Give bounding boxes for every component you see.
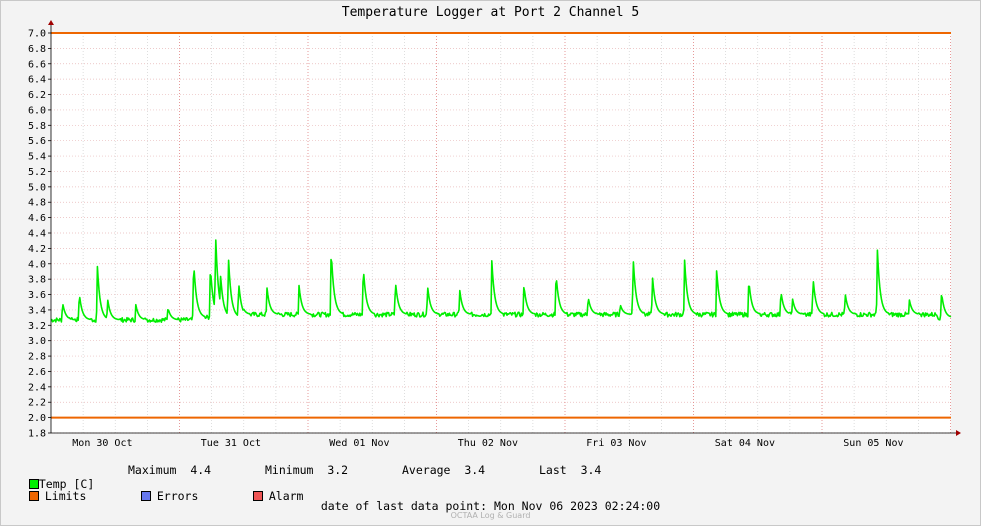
x-tick-label: Tue 31 Oct — [201, 438, 261, 449]
chart-title: Temperature Logger at Port 2 Channel 5 — [341, 5, 640, 20]
stat-last-value: 3.4 — [580, 463, 602, 477]
y-tick-label: 4.6 — [28, 213, 46, 224]
x-tick-label: Sun 05 Nov — [843, 438, 903, 449]
x-tick-label: Thu 02 Nov — [458, 438, 518, 449]
legend-alarm-label: Alarm — [268, 489, 304, 503]
legend-row-errors: Errors — [127, 475, 198, 503]
stat-average-label: Average — [402, 463, 451, 477]
last-data-point-label: date of last data point: — [320, 499, 488, 513]
legend-limits-label: Limits — [44, 489, 87, 503]
y-tick-label: 5.8 — [28, 121, 46, 132]
y-tick-label: 2.6 — [28, 367, 46, 378]
y-tick-label: 1.8 — [28, 429, 46, 440]
y-tick-label: 5.6 — [28, 136, 46, 147]
temp-series-line — [50, 239, 952, 324]
stat-minimum-label: Minimum — [265, 463, 314, 477]
y-tick-label: 3.0 — [28, 336, 46, 347]
y-tick-label: 6.4 — [28, 75, 46, 86]
y-tick-label: 3.2 — [28, 321, 46, 332]
stat-average-value: 3.4 — [464, 463, 486, 477]
y-tick-label: 2.8 — [28, 352, 46, 363]
y-tick-label: 2.0 — [28, 413, 46, 424]
y-tick-label: 6.0 — [28, 105, 46, 116]
stat-maximum: Maximum 4.4 — [128, 463, 211, 477]
y-tick-label: 6.6 — [28, 59, 46, 70]
stat-minimum: Minimum 3.2 — [265, 463, 348, 477]
alarm-swatch-icon — [252, 491, 263, 501]
last-data-point: date of last data point: Mon Nov 06 2023… — [0, 499, 981, 513]
y-tick-label: 6.8 — [28, 44, 46, 55]
stat-minimum-value: 3.2 — [327, 463, 349, 477]
x-tick-label: Wed 01 Nov — [329, 438, 389, 449]
legend-errors-label: Errors — [156, 489, 199, 503]
brand-watermark: OCTAA Log & Guard — [450, 511, 531, 520]
y-tick-label: 4.0 — [28, 259, 46, 270]
limits-swatch-icon — [28, 491, 39, 501]
y-tick-label: 5.4 — [28, 152, 46, 163]
y-tick-label: 7.0 — [28, 29, 46, 40]
legend-row-temp: Temp [C] — [15, 463, 94, 491]
y-tick-label: 4.2 — [28, 244, 46, 255]
stat-average: Average 3.4 — [402, 463, 485, 477]
stat-last: Last 3.4 — [539, 463, 601, 477]
y-tick-label: 6.2 — [28, 90, 46, 101]
legend-temp-label: Temp [C] — [38, 477, 95, 491]
stat-maximum-label: Maximum — [128, 463, 177, 477]
y-tick-label: 5.0 — [28, 182, 46, 193]
x-axis-arrow-icon — [956, 430, 961, 436]
chart-canvas: 7.0 6.8 6.6 6.4 6.2 6.0 5.8 5.6 5.4 5.2 5.0 4.8 4.6 4… — [28, 20, 961, 449]
y-tick-label: 2.2 — [28, 398, 46, 409]
y-tick-label: 5.2 — [28, 167, 46, 178]
last-data-point-value: Mon Nov 06 2023 02:24:00 — [493, 499, 661, 513]
x-tick-label: Fri 03 Nov — [586, 438, 646, 449]
errors-swatch-icon — [140, 491, 151, 501]
x-tick-label: Sat 04 Nov — [715, 438, 775, 449]
y-tick-label: 4.4 — [28, 229, 46, 240]
x-tick-label: Mon 30 Oct — [72, 438, 132, 449]
legend-row-alarm: Alarm — [239, 475, 303, 503]
y-tick-label: 3.6 — [28, 290, 46, 301]
temp-swatch-icon — [28, 479, 39, 489]
stat-maximum-value: 4.4 — [190, 463, 212, 477]
y-tick-label: 3.8 — [28, 275, 46, 286]
stat-last-label: Last — [539, 463, 567, 477]
y-axis-arrow-icon — [48, 20, 54, 25]
y-tick-label: 3.4 — [28, 305, 46, 316]
y-tick-label: 2.4 — [28, 382, 46, 393]
y-tick-label: 4.8 — [28, 198, 46, 209]
legend-row-limits: Limits — [15, 475, 86, 503]
